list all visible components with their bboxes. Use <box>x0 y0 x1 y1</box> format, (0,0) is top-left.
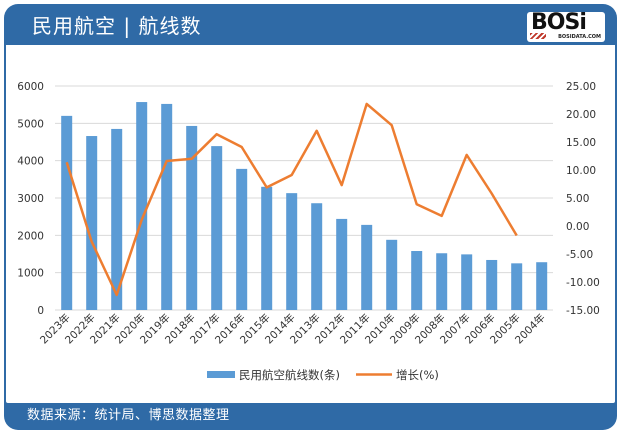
bar <box>411 251 423 310</box>
chart-panel <box>6 45 615 403</box>
right-axis-tick: 10.00 <box>566 165 596 177</box>
bar <box>136 102 148 310</box>
bosi-logo: BOSi BOSIDATA.COM <box>527 10 605 42</box>
legend: 民用航空航线数(条) 增长(%) <box>207 368 439 382</box>
legend-line-label: 增长(%) <box>396 368 439 382</box>
bar <box>186 125 198 311</box>
left-axis-tick: 4000 <box>17 156 44 168</box>
gridlines <box>55 85 553 311</box>
bar-series <box>61 102 548 311</box>
left-axis-tick: 0 <box>37 305 44 317</box>
logo-subtext: BOSIDATA.COM <box>558 34 601 40</box>
left-axis-tick: 2000 <box>17 230 44 242</box>
right-axis-tick: 20.00 <box>566 109 596 121</box>
growth-line <box>65 102 518 297</box>
bar <box>211 146 223 310</box>
bar <box>511 263 523 310</box>
logo-stripe-icon <box>530 33 546 39</box>
bar <box>386 239 398 310</box>
left-axis-tick: 6000 <box>17 81 44 93</box>
bar <box>486 259 498 310</box>
bar <box>111 128 123 310</box>
right-axis-tick: -10.00 <box>566 277 600 289</box>
right-axis-tick: 5.00 <box>566 193 589 205</box>
line-series <box>65 102 518 297</box>
right-axis-tick: -15.00 <box>566 305 600 317</box>
bar <box>61 115 73 310</box>
left-axis-tick: 1000 <box>17 268 44 280</box>
right-axis-tick: 25.00 <box>566 81 596 93</box>
bar <box>436 253 448 310</box>
left-axis-tick: 3000 <box>17 193 44 205</box>
bar <box>161 103 173 310</box>
right-axis-tick: -5.00 <box>566 249 593 261</box>
logo-text: BOSi <box>531 10 587 35</box>
left-axis-tick: 5000 <box>17 118 44 130</box>
left-axis-ticks: 0 1000 2000 3000 4000 5000 6000 <box>17 81 44 317</box>
bar <box>536 262 548 310</box>
right-axis-tick: 15.00 <box>566 137 596 149</box>
legend-bar-label: 民用航空航线数(条) <box>239 368 340 382</box>
data-source: 数据来源：统计局、博思数据整理 <box>27 408 230 423</box>
chart-title: 民用航空 | 航线数 <box>32 14 202 38</box>
x-axis-ticks: 2023年2022年2021年2020年2019年2018年2017年2016年… <box>37 311 548 347</box>
bar <box>461 254 473 310</box>
bar <box>311 203 323 310</box>
bar <box>361 224 373 310</box>
right-axis-tick: 0.00 <box>566 221 589 233</box>
bar <box>86 136 98 310</box>
bar <box>286 193 298 310</box>
bar <box>261 186 273 310</box>
bar <box>336 218 348 310</box>
right-axis-ticks: -15.00 -10.00 -5.00 0.00 5.00 10.00 15.00 20.00… <box>566 81 600 317</box>
bar <box>236 168 248 310</box>
legend-bar-swatch <box>207 371 235 378</box>
